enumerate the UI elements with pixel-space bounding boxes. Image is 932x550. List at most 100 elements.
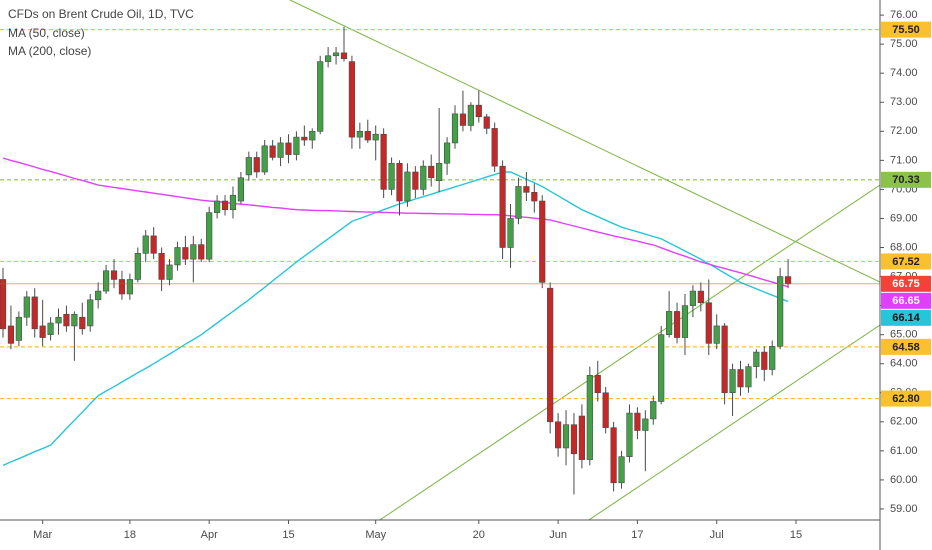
- price-tag-label: 64.58: [892, 341, 920, 353]
- candle-body: [206, 212, 213, 260]
- x-tick-label: May: [365, 529, 386, 541]
- candle-body: [547, 287, 554, 423]
- x-tick-label: Jul: [710, 529, 724, 541]
- channel-upper: [378, 184, 880, 520]
- candle-body: [729, 369, 736, 394]
- candle-body: [721, 325, 728, 394]
- candle-body: [499, 165, 506, 248]
- price-tag: [881, 390, 931, 407]
- candle-body: [229, 194, 237, 211]
- y-tick-label: 75.00: [890, 38, 918, 50]
- candle-body: [372, 133, 379, 141]
- plot: [0, 26, 880, 495]
- price-tag: [881, 275, 931, 292]
- candle-body: [285, 142, 292, 155]
- candle-body: [364, 131, 371, 141]
- candle-body: [63, 314, 70, 327]
- price-tag-label: 62.80: [892, 393, 920, 405]
- candle-body: [39, 325, 46, 338]
- channel-lower: [587, 324, 880, 520]
- candle-body: [531, 192, 538, 202]
- candle-body: [443, 142, 451, 164]
- candle-body: [594, 375, 601, 394]
- candle-body: [87, 299, 94, 327]
- candle-body: [0, 279, 7, 330]
- candle-body: [467, 104, 474, 126]
- candle-body: [261, 145, 268, 173]
- candle-body: [348, 61, 356, 138]
- candle-body: [658, 334, 665, 402]
- candle-body: [578, 415, 585, 460]
- legend-entry: MA (50, close): [8, 26, 85, 40]
- y-tick-label: 62.00: [890, 416, 918, 428]
- candle-body: [142, 235, 149, 254]
- x-tick-label: Jun: [549, 529, 567, 541]
- candle-body: [325, 55, 332, 62]
- x-tick-label: 20: [473, 529, 485, 541]
- candle-body: [642, 418, 649, 431]
- candle-body: [745, 366, 752, 388]
- ma-line: [2, 157, 789, 288]
- y-tick-label: 59.00: [890, 503, 918, 515]
- candle-body: [118, 279, 126, 295]
- x-tick-label: Mar: [33, 529, 52, 541]
- candle-body: [404, 171, 411, 202]
- candle-body: [769, 345, 776, 370]
- legend-title: CFDs on Brent Crude Oil, 1D, TVC: [8, 7, 194, 21]
- drawings: [289, 0, 880, 520]
- price-tag: [881, 171, 931, 188]
- candle-body: [388, 162, 395, 190]
- candle-body: [293, 136, 300, 155]
- x-tick-label: 18: [124, 529, 136, 541]
- candle-body: [697, 290, 704, 304]
- candle-body: [301, 136, 308, 141]
- candle-body: [761, 351, 768, 370]
- ma-line: [2, 171, 789, 467]
- candle-body: [15, 316, 22, 341]
- candle-body: [689, 290, 697, 306]
- candle-body: [340, 52, 348, 59]
- candle-body: [47, 322, 54, 335]
- candle-body: [110, 270, 118, 280]
- candle-body: [269, 145, 276, 158]
- candle-body: [602, 392, 609, 428]
- candle-body: [713, 325, 720, 344]
- candle-body: [618, 456, 625, 484]
- candle-body: [356, 131, 363, 138]
- x-tick-label: 17: [631, 529, 643, 541]
- candle-body: [126, 279, 133, 295]
- candle-body: [523, 186, 530, 193]
- candle-body: [459, 113, 467, 126]
- candle-body: [539, 200, 546, 283]
- candle-body: [221, 200, 229, 211]
- candle-body: [214, 200, 221, 213]
- candle-body: [102, 270, 110, 292]
- price-tag: [881, 309, 931, 326]
- candle-body: [483, 116, 490, 129]
- candle-body: [332, 52, 340, 57]
- candle-body: [650, 401, 657, 420]
- candle-body: [182, 247, 189, 260]
- price-tag: [881, 21, 931, 38]
- price-tag-label: 75.50: [892, 24, 920, 36]
- candle-body: [420, 165, 427, 190]
- y-tick-label: 61.00: [890, 445, 918, 457]
- price-tag-label: 66.75: [892, 278, 920, 290]
- candle-body: [681, 305, 689, 338]
- trend-line: [289, 0, 880, 283]
- x-tick-label: 15: [790, 529, 802, 541]
- candle-body: [79, 316, 86, 330]
- axes: 59.0060.0061.0062.0063.0064.0065.0066.00…: [33, 9, 931, 541]
- candle-body: [7, 325, 15, 344]
- candle-body: [737, 369, 744, 388]
- y-tick-label: 74.00: [890, 67, 918, 79]
- candle-body: [784, 276, 792, 285]
- y-tick-label: 68.00: [890, 241, 918, 253]
- candle-body: [158, 253, 165, 280]
- candle-body: [507, 218, 514, 248]
- candle-body: [753, 351, 760, 367]
- candle-body: [150, 235, 157, 254]
- candle-body: [634, 412, 641, 431]
